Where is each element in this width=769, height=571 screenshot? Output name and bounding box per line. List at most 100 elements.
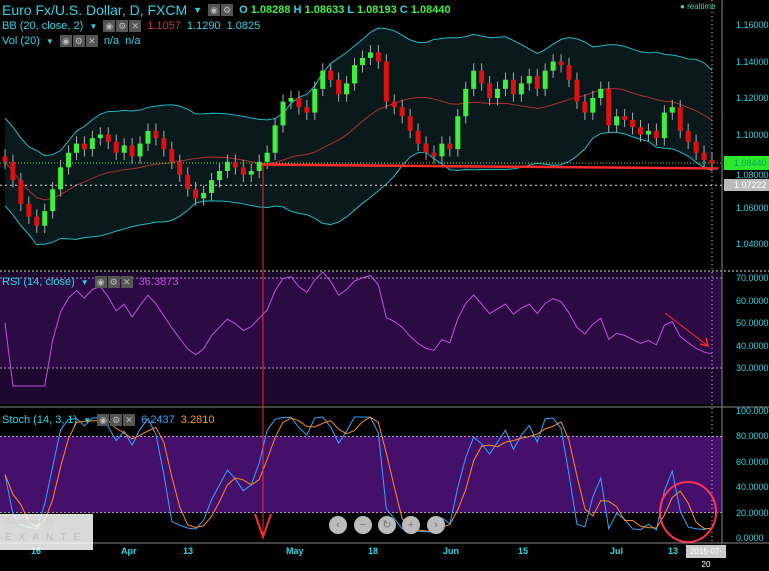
stoch-legend: Stoch (14, 3, 1) ▼ ◉ ⚙ ✕ 6.2437 3.2810 [2, 414, 214, 426]
candle-body [590, 98, 596, 113]
bb-lower-value: 1.0825 [226, 20, 261, 32]
candle-body [81, 143, 87, 150]
candle-body [18, 180, 24, 204]
bb-fill [5, 28, 712, 245]
eye-icon[interactable]: ◉ [103, 20, 116, 32]
arrow-down-icon [254, 513, 272, 541]
stoch-d-line [4, 416, 713, 533]
rsi-axis-label: 40.0000 [736, 340, 769, 351]
eye-icon[interactable]: ◉ [94, 276, 107, 288]
candle-body [645, 130, 651, 135]
chevron-down-icon[interactable]: ▼ [89, 21, 98, 31]
candle-body [280, 101, 286, 126]
bb-label[interactable]: BB (20, close, 2) [2, 20, 84, 32]
chevron-down-icon[interactable]: ▼ [193, 5, 203, 15]
candle-body [685, 130, 691, 142]
rsi-axis-label: 30.0000 [736, 363, 769, 373]
candle-body [367, 52, 373, 58]
gear-icon[interactable]: ⚙ [110, 414, 123, 426]
rsi-legend: RSI (14, close) ▼ ◉ ⚙ ✕ 36.3873 [2, 276, 178, 288]
candle-body [709, 160, 715, 164]
stoch-d-value: 3.2810 [180, 414, 215, 426]
candle-body [137, 143, 143, 157]
candle-body [606, 88, 612, 126]
candle-body [598, 88, 604, 98]
arrow-head-icon [699, 337, 710, 348]
candle-body [209, 180, 215, 193]
vol-label[interactable]: Vol (20) [2, 35, 40, 47]
zoom-in-button[interactable]: + [402, 516, 420, 534]
bb-upper-value: 1.1290 [186, 20, 221, 32]
eye-icon[interactable]: ◉ [208, 4, 221, 16]
candle-body [622, 116, 628, 120]
candle-body [73, 143, 79, 153]
eye-icon[interactable]: ◉ [59, 35, 72, 47]
chevron-down-icon[interactable]: ▼ [45, 36, 54, 46]
zoom-out-button[interactable]: − [354, 516, 372, 534]
candle-body [272, 125, 278, 153]
candle-body [669, 107, 675, 113]
price-axis-label: 1.12000 [736, 93, 769, 103]
date-axis-label: May [286, 546, 304, 556]
candle-body [439, 143, 445, 157]
chevron-down-icon[interactable]: ▼ [80, 277, 89, 287]
current-price-label: 1.08440 [724, 156, 769, 170]
gear-icon[interactable]: ⚙ [221, 4, 234, 16]
rsi-axis-label: 50.0000 [736, 318, 769, 328]
close-icon[interactable]: ✕ [85, 35, 98, 47]
stoch-k-line [4, 416, 713, 533]
candle-body [701, 152, 707, 161]
candle-body [58, 167, 64, 190]
stoch-label[interactable]: Stoch (14, 3, 1) [2, 414, 78, 426]
candle-body [129, 145, 135, 157]
scroll-left-button[interactable]: ‹ [329, 516, 347, 534]
rsi-label[interactable]: RSI (14, close) [2, 276, 75, 288]
candle-body [383, 61, 389, 102]
scroll-right-button[interactable]: › [427, 516, 445, 534]
gear-icon[interactable]: ⚙ [107, 276, 120, 288]
candle-body [479, 70, 485, 84]
candle-body [614, 116, 620, 126]
bb-upper-line [4, 27, 713, 157]
candle-body [463, 88, 469, 117]
chevron-down-icon[interactable]: ▼ [83, 415, 92, 425]
candle-body [248, 171, 254, 175]
rsi-line [4, 271, 713, 387]
candle-body [582, 101, 588, 113]
candle-body [359, 57, 365, 66]
candle-body [344, 83, 350, 95]
candle-body [447, 143, 453, 150]
vol-value-1: n/a [103, 35, 120, 47]
l-label: L [347, 4, 354, 16]
close-icon[interactable]: ✕ [120, 276, 133, 288]
stoch-axis-label: 20.0000 [736, 507, 769, 518]
close-icon[interactable]: ✕ [123, 414, 136, 426]
price-axis-label: 1.14000 [736, 56, 769, 67]
sponsor-box[interactable]: Sponsored by EXANTE [0, 514, 93, 550]
candle-body [296, 98, 302, 108]
candle-body [550, 61, 556, 71]
o-label: O [239, 4, 248, 16]
price-axis-label: 1.16000 [736, 20, 769, 30]
chart-canvas[interactable] [0, 0, 769, 558]
gear-icon[interactable]: ⚙ [72, 35, 85, 47]
candle-body [399, 107, 405, 117]
gear-icon[interactable]: ⚙ [116, 20, 129, 32]
candle-body [10, 161, 16, 181]
candle-body [661, 112, 667, 139]
candle-body [630, 119, 636, 128]
annotation-arrow-line [664, 312, 709, 347]
close-value: 1.08440 [410, 4, 451, 16]
close-icon[interactable]: ✕ [129, 20, 142, 32]
candle-body [161, 138, 167, 150]
eye-icon[interactable]: ◉ [97, 414, 110, 426]
candle-body [391, 101, 397, 108]
candle-body [526, 76, 532, 84]
symbol-title[interactable]: Euro Fx/U.S. Dollar, D, FXCM [2, 2, 188, 18]
low-value: 1.08193 [356, 4, 397, 16]
stoch-axis-label: 40.0000 [736, 482, 769, 493]
stoch-band [0, 436, 722, 513]
symbol-header: Euro Fx/U.S. Dollar, D, FXCM ▼ ◉ ⚙ O 1.082… [2, 2, 451, 18]
reset-button[interactable]: ↻ [378, 516, 396, 534]
candle-body [407, 116, 413, 131]
